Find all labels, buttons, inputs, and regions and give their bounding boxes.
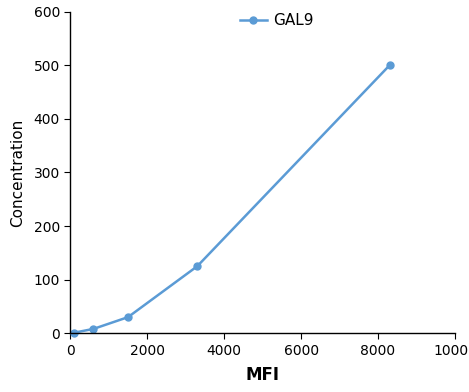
GAL9 [387,63,393,68]
GAL9 [195,264,200,269]
GAL9 [71,330,77,335]
Line: GAL9: GAL9 [71,62,393,336]
X-axis label: MFI: MFI [246,366,280,384]
GAL9 [125,315,131,319]
Legend: GAL9: GAL9 [240,13,314,28]
Y-axis label: Concentration: Concentration [10,118,25,227]
GAL9 [91,327,96,331]
